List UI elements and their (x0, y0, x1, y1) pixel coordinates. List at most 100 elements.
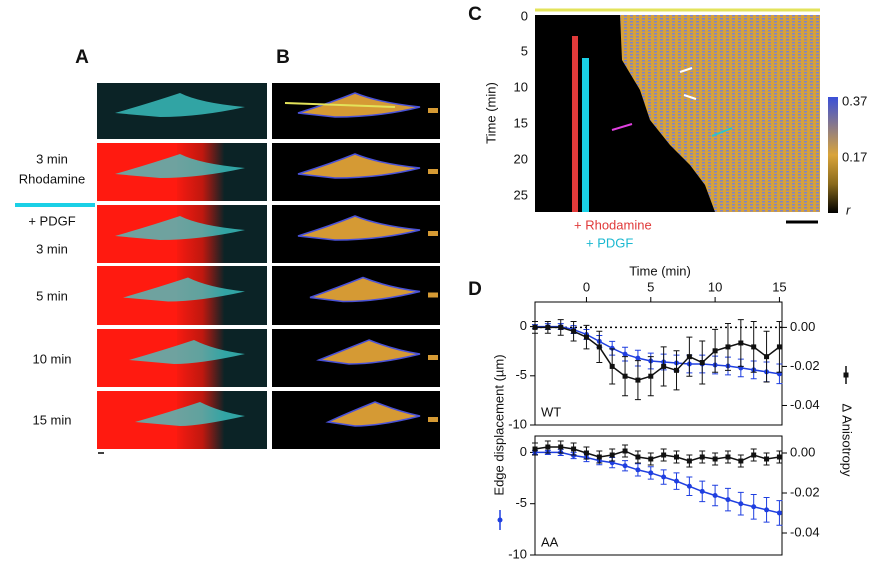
marker (699, 454, 705, 460)
panel-letter: A (75, 47, 89, 68)
marker (635, 454, 641, 460)
micrographs (97, 83, 440, 454)
marker (609, 363, 615, 369)
cell (297, 215, 421, 241)
marker (532, 446, 538, 452)
y2-tick-label: 0.00 (790, 444, 815, 459)
y-tick-label: 0 (520, 318, 527, 333)
legend-text: + Rhodamine (574, 217, 652, 232)
cell (123, 277, 245, 302)
row-label: + PDGF (28, 213, 75, 228)
marker (699, 488, 705, 494)
y-tick-label: 10 (514, 79, 528, 94)
x-tick-label: 5 (647, 279, 654, 294)
marker (558, 444, 564, 450)
arrow (679, 67, 697, 100)
marker (725, 497, 731, 503)
y-tick-label: 5 (521, 43, 528, 58)
marker (686, 354, 692, 360)
y-tick-label: 0 (520, 444, 527, 459)
marker (751, 504, 757, 510)
x-tick-label: 15 (772, 279, 786, 294)
marker (738, 340, 744, 346)
axis-title: Δ Anisotropy (840, 404, 855, 477)
y-tick-label: -10 (508, 416, 527, 431)
row-label: 10 min (32, 351, 71, 366)
cell (135, 402, 245, 426)
marker (738, 501, 744, 507)
marker (532, 324, 538, 330)
marker (545, 324, 551, 330)
marker (661, 452, 667, 458)
cell (115, 216, 245, 240)
marker (674, 367, 680, 373)
marker (622, 463, 628, 469)
marker (648, 373, 654, 379)
marker (635, 377, 641, 383)
marker (648, 456, 654, 462)
cell (129, 340, 245, 364)
marker (648, 470, 654, 476)
marker (571, 328, 577, 334)
marker (609, 345, 615, 351)
series-line (535, 326, 780, 381)
cell (115, 93, 245, 117)
y2-tick-label: -0.02 (790, 484, 820, 499)
marker (622, 448, 628, 454)
arrow (611, 123, 633, 131)
colorbar-label: 0.37 (842, 93, 867, 108)
background (535, 15, 715, 212)
marker (674, 454, 680, 460)
axis-title: Time (min) (629, 263, 691, 278)
marker (764, 507, 770, 513)
row-label: 5 min (36, 288, 68, 303)
marker (776, 510, 782, 516)
y-tick-label: -5 (515, 495, 527, 510)
axis-title: Time (min) (483, 82, 498, 144)
row-label: 3 min (36, 241, 68, 256)
y2-tick-label: 0.00 (790, 319, 815, 334)
dot (428, 417, 438, 422)
marker (661, 474, 667, 480)
marker (764, 456, 770, 462)
panel-letter: C (468, 4, 482, 25)
legend-text: + PDGF (586, 235, 633, 250)
marker (712, 348, 718, 354)
marker (686, 458, 692, 464)
marker (725, 454, 731, 460)
marker (699, 360, 705, 366)
cell (309, 276, 421, 303)
marker (776, 344, 782, 350)
marker (622, 351, 628, 357)
marker (751, 344, 757, 350)
marker (583, 450, 589, 456)
marker (609, 452, 615, 458)
colorbar-label: 0.17 (842, 149, 867, 164)
y-tick-label: 15 (514, 115, 528, 130)
dot (428, 355, 438, 360)
yellow-line (284, 102, 396, 108)
marker (635, 467, 641, 473)
dot (428, 169, 438, 174)
pdgf-bar (582, 58, 589, 212)
y2-tick-label: -0.04 (790, 397, 820, 412)
cell (115, 154, 245, 178)
y-tick-label: -5 (515, 367, 527, 382)
marker (764, 354, 770, 360)
axis-title: Edge displacement (µm) (491, 354, 506, 495)
plot-frame (534, 435, 783, 556)
marker (571, 446, 577, 452)
marker (596, 344, 602, 350)
marker (712, 493, 718, 498)
marker (776, 454, 782, 460)
colorbar (828, 97, 838, 213)
plot-frame (534, 301, 783, 426)
marker (545, 444, 551, 450)
y-tick-label: -10 (508, 546, 527, 561)
row-label: Rhodamine (19, 171, 86, 186)
marker (674, 478, 680, 484)
y2-tick-label: -0.02 (790, 358, 820, 373)
x-tick-label: 10 (708, 279, 722, 294)
y-tick-label: 0 (521, 8, 528, 23)
